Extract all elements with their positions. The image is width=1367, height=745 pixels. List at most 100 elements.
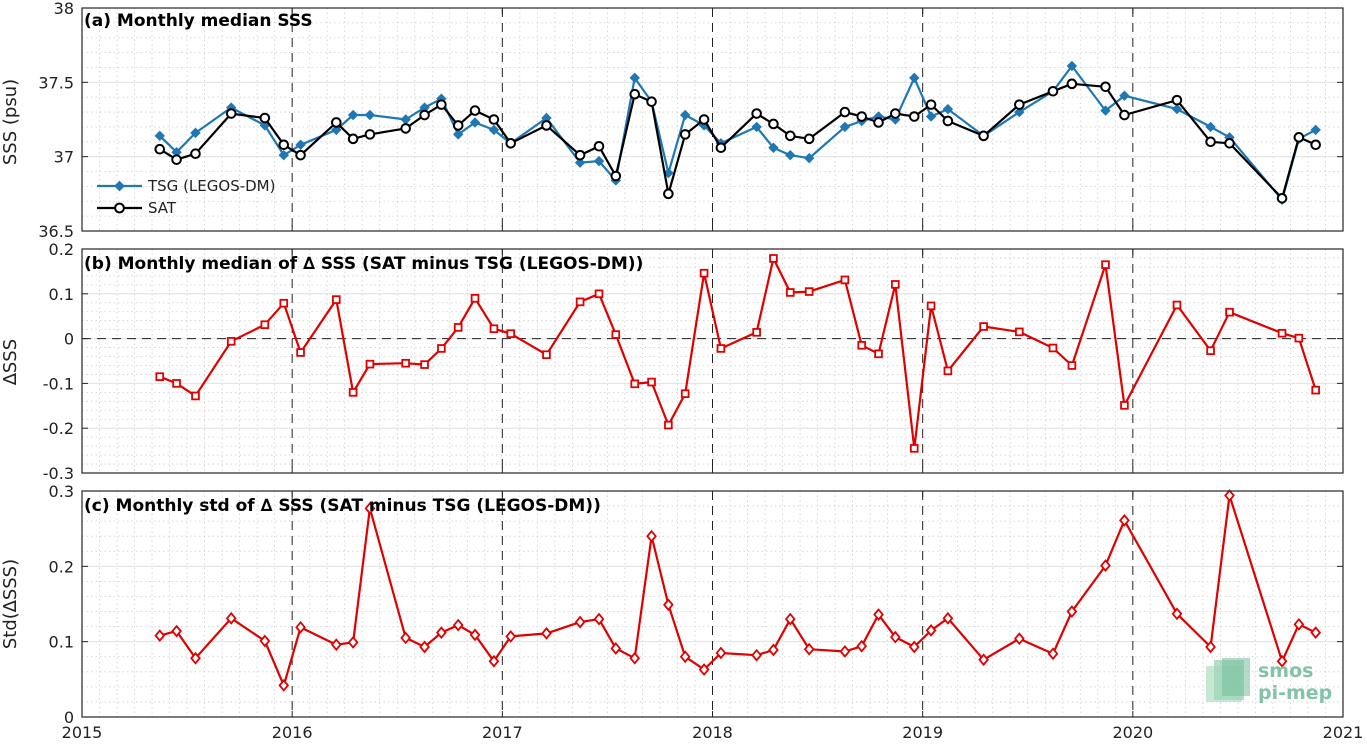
data-point-sat bbox=[698, 114, 710, 125]
data-point-sat bbox=[278, 139, 290, 151]
data-point-delta-std bbox=[839, 645, 851, 658]
data-point-sat bbox=[856, 111, 868, 122]
xtick-label-2018: 2018 bbox=[692, 723, 733, 742]
data-point-sat bbox=[295, 149, 306, 161]
data-point-delta-std bbox=[347, 636, 359, 649]
data-point-delta-std bbox=[190, 651, 201, 665]
data-point-delta-std bbox=[1066, 605, 1078, 618]
data-point-delta-std bbox=[541, 626, 552, 640]
data-point-sat bbox=[1293, 132, 1305, 143]
data-point-sat bbox=[663, 188, 674, 200]
legend-marker-tsg bbox=[114, 180, 125, 192]
xtick-label-2021: 2021 bbox=[1323, 723, 1364, 742]
data-point-tsg bbox=[1205, 121, 1216, 133]
legend-marker-sat bbox=[114, 202, 125, 214]
panel-a-monthly-median-sss: 36.5 37 37.5 38 (a) Monthly median SSS SSS … bbox=[0, 0, 1344, 241]
data-point-tsg bbox=[278, 149, 289, 161]
data-point-tsg bbox=[488, 124, 500, 136]
data-point-tsg bbox=[909, 72, 920, 84]
data-point-delta-median bbox=[1225, 307, 1234, 317]
data-point-delta-std bbox=[593, 612, 605, 626]
data-point-tsg bbox=[839, 121, 851, 133]
logo-text-smos: smos bbox=[1258, 660, 1313, 682]
data-point-delta-std bbox=[942, 611, 954, 625]
data-point-tsg bbox=[1310, 124, 1321, 136]
data-point-delta-std bbox=[400, 631, 412, 645]
xtick-label-2019: 2019 bbox=[902, 723, 943, 742]
data-point-delta-median bbox=[680, 389, 690, 399]
data-point-sat bbox=[225, 108, 237, 119]
data-point-delta-std bbox=[574, 615, 586, 629]
data-point-delta-median bbox=[664, 420, 673, 430]
data-point-delta-median bbox=[647, 377, 656, 387]
panel-a-marks bbox=[154, 60, 1321, 205]
data-point-delta-median bbox=[716, 344, 726, 353]
data-point-delta-std bbox=[364, 501, 376, 515]
data-point-sat bbox=[679, 129, 691, 140]
data-point-tsg bbox=[942, 103, 954, 115]
panel-a-grid bbox=[82, 7, 1343, 232]
panel-c-delta-sss-std: 0 0.1 0.2 0.3 2015 2016 2017 2018 2019 2020 2021 (… bbox=[0, 482, 1363, 742]
data-point-delta-median bbox=[575, 297, 585, 307]
data-point-delta-median bbox=[453, 323, 463, 332]
data-point-delta-median bbox=[542, 350, 551, 360]
panel-c-ytick-label: 0.3 bbox=[49, 482, 74, 501]
data-point-delta-median bbox=[1206, 346, 1215, 355]
data-point-tsg bbox=[751, 121, 762, 133]
data-point-sat bbox=[629, 88, 641, 100]
panel-a-ytick-label: 38 bbox=[54, 0, 74, 18]
data-point-sat bbox=[452, 120, 464, 131]
data-point-sat bbox=[978, 130, 989, 142]
data-point-tsg bbox=[295, 139, 306, 150]
data-point-delta-median bbox=[699, 268, 709, 278]
data-point-delta-median bbox=[365, 359, 375, 369]
panel-c-marks bbox=[154, 489, 1322, 692]
data-point-tsg bbox=[679, 109, 691, 121]
data-point-delta-median bbox=[260, 320, 270, 330]
data-point-sat bbox=[154, 143, 166, 155]
data-point-sat bbox=[942, 115, 954, 127]
data-point-delta-std bbox=[1205, 640, 1216, 654]
data-point-sat bbox=[347, 133, 359, 145]
data-point-tsg bbox=[1066, 60, 1078, 72]
data-point-sat bbox=[259, 112, 271, 124]
data-point-tsg bbox=[629, 72, 640, 84]
data-point-delta-std bbox=[1276, 654, 1288, 668]
data-point-sat bbox=[839, 106, 851, 118]
panel-a-ytick-label: 37 bbox=[54, 148, 74, 167]
xtick-label-2020: 2020 bbox=[1112, 723, 1153, 742]
data-point-delta-median bbox=[926, 301, 936, 311]
panel-a-ytick-label: 36.5 bbox=[38, 222, 74, 241]
data-point-delta-median bbox=[611, 330, 621, 339]
data-point-delta-median bbox=[155, 372, 165, 381]
data-point-delta-std bbox=[278, 678, 290, 692]
data-point-delta-median bbox=[979, 322, 988, 331]
data-point-delta-std bbox=[452, 618, 464, 632]
data-point-delta-median bbox=[296, 348, 305, 357]
data-point-delta-median bbox=[332, 295, 341, 304]
data-point-sat bbox=[873, 117, 884, 128]
data-point-tsg bbox=[452, 129, 464, 140]
data-point-tsg bbox=[190, 127, 201, 139]
data-point-sat bbox=[171, 154, 182, 165]
data-point-delta-median bbox=[804, 287, 814, 296]
data-point-sat bbox=[784, 130, 796, 142]
data-point-tsg bbox=[593, 155, 605, 167]
data-point-delta-median bbox=[943, 366, 953, 376]
panel-b-ytick-label: -0.3 bbox=[43, 464, 74, 483]
data-point-sat bbox=[1066, 78, 1078, 90]
data-point-tsg bbox=[469, 117, 481, 128]
panel-a-legend: TSG (LEGOS-DM) SAT bbox=[97, 177, 275, 217]
data-point-delta-std bbox=[751, 648, 763, 662]
panel-b-ytick-label: -0.1 bbox=[43, 374, 74, 393]
data-point-delta-median bbox=[1172, 300, 1182, 310]
logo-swatch-3 bbox=[1222, 658, 1250, 696]
data-point-tsg bbox=[925, 111, 937, 122]
data-point-delta-std bbox=[1013, 632, 1025, 646]
data-point-delta-std bbox=[1100, 559, 1111, 572]
data-point-tsg bbox=[154, 130, 165, 142]
data-point-delta-std bbox=[646, 529, 657, 543]
data-point-sat bbox=[593, 140, 605, 152]
data-point-delta-std bbox=[295, 620, 306, 634]
data-point-delta-std bbox=[154, 629, 166, 643]
